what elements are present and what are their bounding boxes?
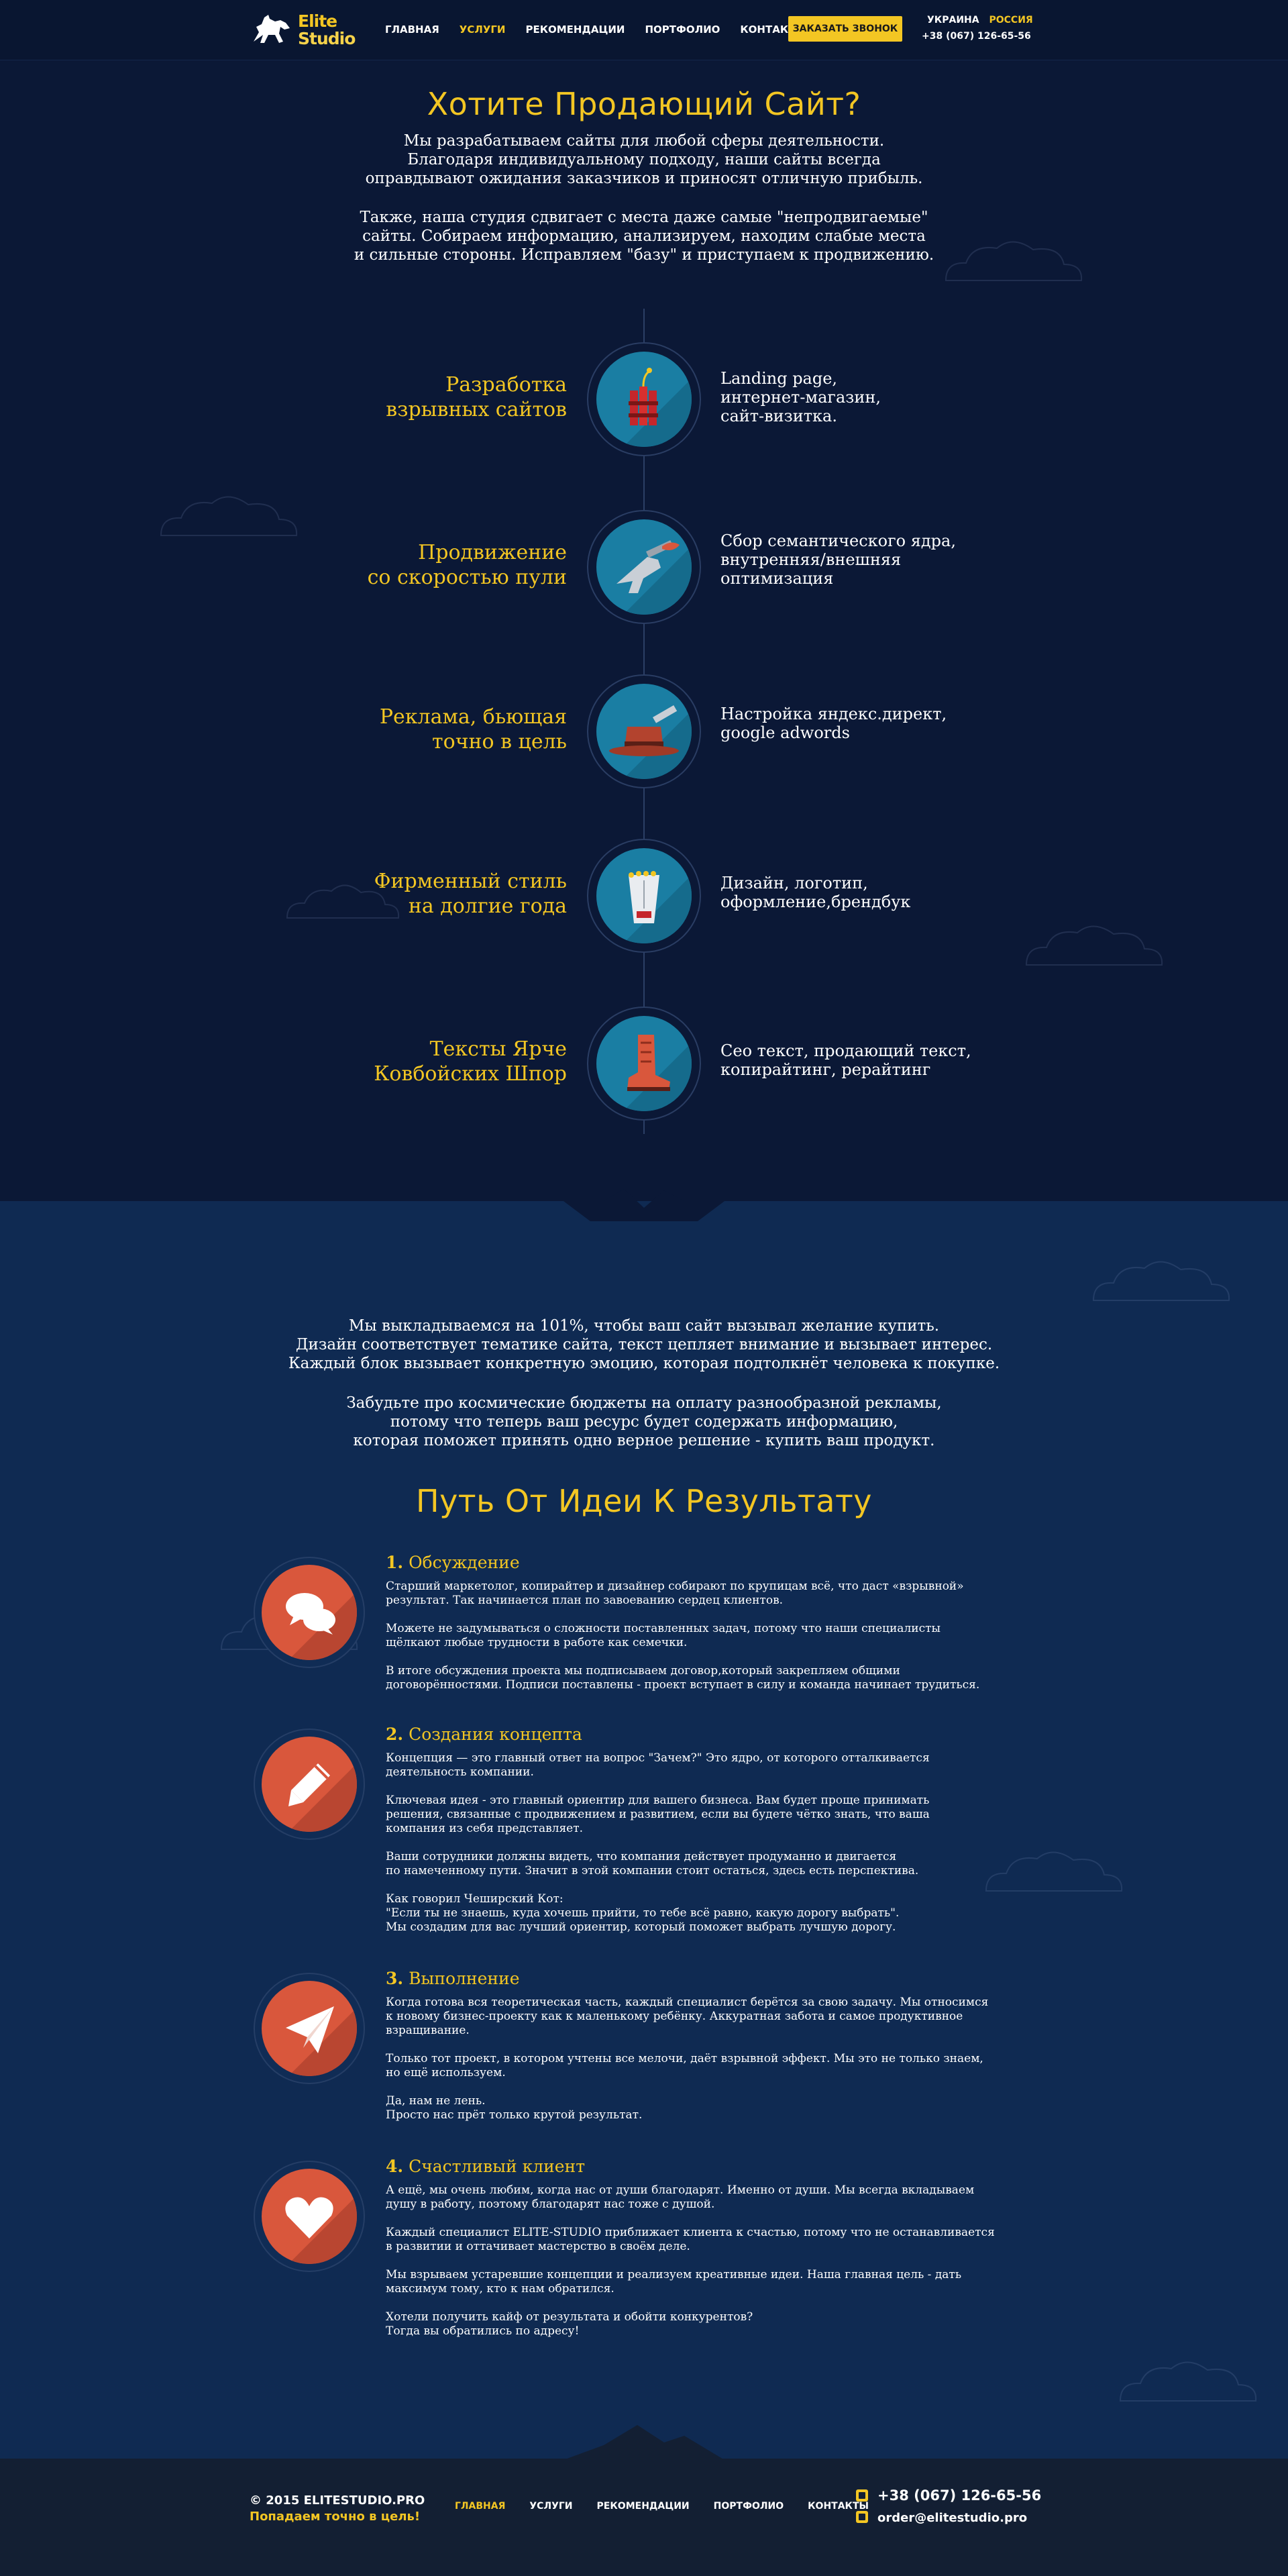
step-icon-circle[interactable] xyxy=(254,1729,365,1840)
cloud-decoration xyxy=(160,496,298,536)
footer-nav-recommendations[interactable]: РЕКОМЕНДАЦИИ xyxy=(596,2501,690,2512)
boot-icon xyxy=(623,1035,692,1111)
nav-link-portfolio[interactable]: ПОРТФОЛИО xyxy=(645,23,720,36)
hero-paragraph-1: Мы разрабатываем сайты для любой сферы д… xyxy=(365,132,923,187)
service-icon-circle[interactable] xyxy=(587,1007,701,1121)
service-description: Дизайн, логотип, оформление,брендбук xyxy=(720,874,911,911)
service-description: Сбор семантического ядра, внутренняя/вне… xyxy=(720,531,956,588)
nav-link-home[interactable]: ГЛАВНАЯ xyxy=(385,23,439,36)
dynamite-icon xyxy=(623,368,692,447)
step-title: 4. Счастливый клиент xyxy=(386,2157,586,2176)
service-title: Продвижение со скоростью пули xyxy=(367,541,567,589)
service-icon-circle[interactable] xyxy=(587,342,701,456)
service-icon-circle[interactable] xyxy=(587,674,701,788)
cowboy-hat-icon xyxy=(609,705,692,779)
pencil-icon xyxy=(288,1763,357,1832)
step-body: А ещё, мы очень любим, когда нас от души… xyxy=(386,2183,995,2338)
region-switcher: УКРАИНА РОССИЯ xyxy=(927,15,1040,25)
paper-plane-icon xyxy=(286,2006,357,2076)
main-nav: ГЛАВНАЯ УСЛУГИ РЕКОМЕНДАЦИИ ПОРТФОЛИО КО… xyxy=(385,23,826,36)
service-title: Разработка взрывных сайтов xyxy=(386,373,567,421)
step-icon-circle[interactable] xyxy=(254,1557,365,1668)
service-title: Фирменный стиль на долгие года xyxy=(374,870,567,918)
cloud-decoration xyxy=(1092,1261,1230,1301)
step-title: 2. Создания концепта xyxy=(386,1724,582,1744)
cloud-decoration xyxy=(286,884,400,919)
mail-icon xyxy=(856,2511,868,2523)
region-ukraine[interactable]: УКРАИНА xyxy=(927,15,979,25)
horse-rider-icon xyxy=(254,15,290,43)
site-footer xyxy=(0,2459,1288,2576)
shirt-icon xyxy=(623,871,692,943)
footer-tagline: Попадаем точно в цель! xyxy=(250,2510,421,2524)
step-icon-circle[interactable] xyxy=(254,1973,365,2084)
footer-email[interactable]: order@elitestudio.pro xyxy=(856,2511,1027,2525)
site-header: Elite Studio ГЛАВНАЯ УСЛУГИ РЕКОМЕНДАЦИИ… xyxy=(0,0,1288,60)
order-call-button[interactable]: ЗАКАЗАТЬ ЗВОНОК xyxy=(788,16,902,42)
intro-paragraph-1: Мы выкладываемся на 101%, чтобы ваш сайт… xyxy=(288,1317,1000,1372)
service-icon-circle[interactable] xyxy=(587,510,701,624)
process-title: Путь От Идеи К Результату xyxy=(415,1483,873,1519)
region-russia[interactable]: РОССИЯ xyxy=(989,15,1033,25)
footer-nav-contacts[interactable]: КОНТАКТЫ xyxy=(808,2501,869,2512)
cloud-decoration xyxy=(1119,2361,1257,2402)
mountain-decoration xyxy=(564,2425,724,2460)
cloud-decoration xyxy=(1025,925,1163,966)
service-title: Реклама, бьющая точно в цель xyxy=(379,705,567,754)
hero-title: Хотите Продающий Сайт? xyxy=(427,86,861,122)
cloud-decoration xyxy=(945,241,1083,281)
step-icon-circle[interactable] xyxy=(254,2161,365,2272)
service-description: Сео текст, продающий текст, копирайтинг,… xyxy=(720,1041,971,1079)
heart-icon xyxy=(285,2196,357,2264)
mountain-decoration xyxy=(564,1189,724,1221)
step-title: 3. Выполнение xyxy=(386,1969,520,1988)
nav-link-recommendations[interactable]: РЕКОМЕНДАЦИИ xyxy=(525,23,625,36)
revolver-icon xyxy=(616,540,692,615)
footer-nav-home[interactable]: ГЛАВНАЯ xyxy=(455,2501,506,2512)
logo[interactable]: Elite Studio xyxy=(250,11,356,50)
footer-nav-portfolio[interactable]: ПОРТФОЛИО xyxy=(713,2501,784,2512)
footer-nav: ГЛАВНАЯ УСЛУГИ РЕКОМЕНДАЦИИ ПОРТФОЛИО КО… xyxy=(455,2501,893,2512)
service-description: Landing page, интернет-магазин, сайт-виз… xyxy=(720,369,881,425)
logo-text-line2: Studio xyxy=(298,29,356,48)
footer-phone[interactable]: +38 (067) 126-65-56 xyxy=(856,2487,1041,2504)
process-section xyxy=(0,1189,1288,2460)
hero-paragraph-2: Также, наша студия сдвигает с места даже… xyxy=(354,209,934,264)
step-body: Старший маркетолог, копирайтер и дизайне… xyxy=(386,1580,980,1692)
step-body: Когда готова вся теоретическая часть, ка… xyxy=(386,1996,989,2122)
footer-copyright: © 2015 ELITESTUDIO.PRO xyxy=(250,2493,425,2508)
service-description: Настройка яндекс.директ, google adwords xyxy=(720,705,947,742)
step-title: 1. Обсуждение xyxy=(386,1553,520,1572)
cloud-decoration xyxy=(985,1851,1123,1892)
header-phone[interactable]: +38 (067) 126-65-56 xyxy=(922,31,1031,42)
logo-text-line1: Elite xyxy=(298,11,337,31)
nav-link-services[interactable]: УСЛУГИ xyxy=(459,23,506,36)
phone-icon xyxy=(856,2489,868,2502)
service-icon-circle[interactable] xyxy=(587,839,701,953)
chat-bubbles-icon xyxy=(286,1592,357,1660)
intro-paragraph-2: Забудьте про космические бюджеты на опла… xyxy=(346,1394,942,1449)
step-body: Концепция — это главный ответ на вопрос … xyxy=(386,1751,930,1934)
service-title: Тексты Ярче Ковбойских Шпор xyxy=(374,1037,567,1086)
footer-nav-services[interactable]: УСЛУГИ xyxy=(529,2501,573,2512)
